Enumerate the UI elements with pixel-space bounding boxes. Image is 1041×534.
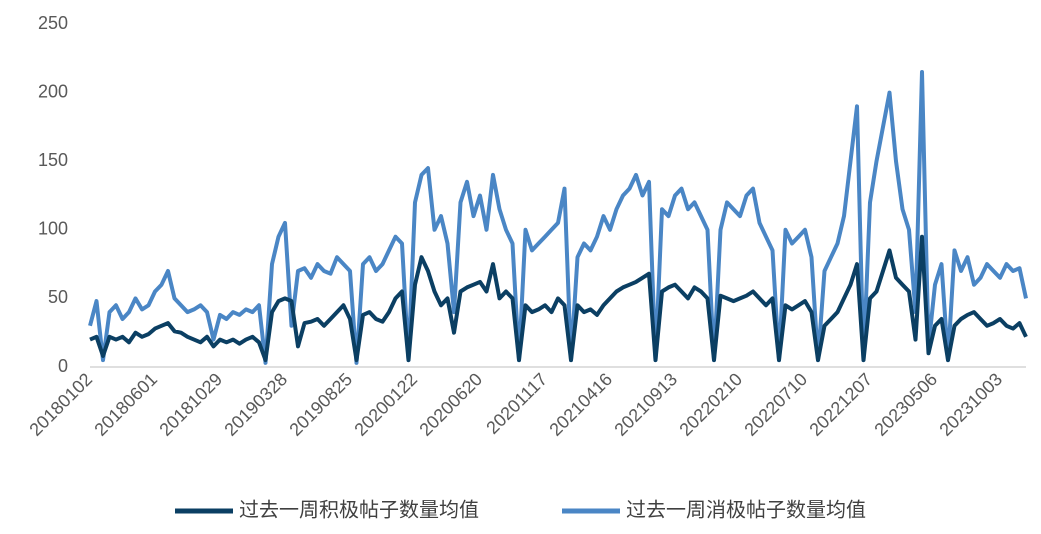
x-tick-label: 20220210: [675, 369, 746, 440]
x-tick-label: 20190825: [285, 369, 356, 440]
x-tick-label: 20181029: [155, 369, 226, 440]
x-tick-label: 20210416: [545, 369, 616, 440]
x-tick-label: 20201117: [482, 369, 551, 438]
y-tick-label: 100: [38, 219, 68, 239]
legend-label: 过去一周积极帖子数量均值: [239, 498, 479, 521]
x-tick-label: 20200122: [350, 369, 421, 440]
series-line: [89, 234, 1028, 363]
y-tick-label: 0: [58, 356, 68, 376]
y-tick-label: 50: [48, 287, 68, 307]
x-tick-label: 20200620: [415, 369, 486, 440]
series-line: [88, 70, 1028, 365]
legend-label: 过去一周消极帖子数量均值: [626, 498, 866, 521]
x-tick-label: 20180601: [90, 369, 161, 440]
x-tick-label: 20180102: [25, 369, 96, 440]
y-tick-label: 250: [38, 13, 68, 33]
y-tick-label: 150: [38, 150, 68, 170]
x-tick-label: 20221207: [805, 369, 876, 440]
x-tick-label: 20220710: [740, 369, 811, 440]
x-tick-label: 20230506: [870, 369, 941, 440]
x-tick-label: 20190328: [220, 369, 291, 440]
x-tick-label: 20231003: [935, 369, 1006, 440]
x-tick-label: 20210913: [610, 369, 681, 440]
y-tick-label: 200: [38, 81, 68, 101]
